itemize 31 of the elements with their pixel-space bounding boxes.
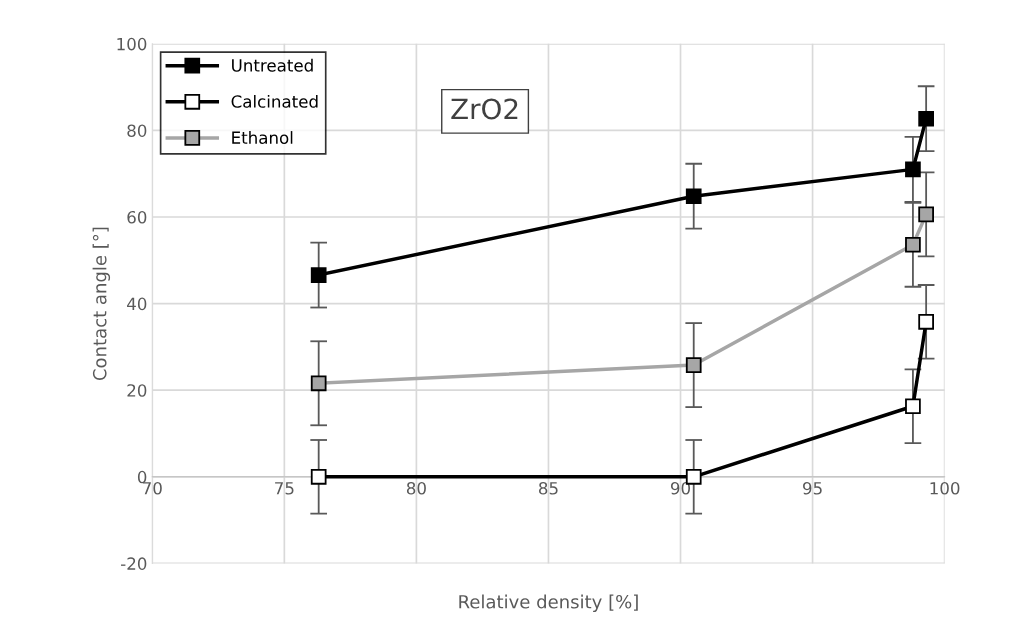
point	[685, 357, 702, 373]
y-tick-label: 80	[127, 124, 147, 137]
y-tick-label: 20	[127, 384, 147, 397]
point	[918, 206, 934, 223]
y-tick-label: -20	[121, 557, 147, 570]
x-tick-label: 85	[538, 481, 558, 495]
y-tick-label: 100	[117, 37, 147, 51]
x-tick-label: 90	[670, 481, 691, 495]
point	[310, 468, 327, 485]
y-tick-label: 0	[137, 470, 147, 484]
legend-label: Calcinated	[231, 94, 318, 108]
point	[310, 375, 327, 392]
point	[905, 161, 921, 178]
legend-label: Ethanol	[232, 131, 293, 144]
point	[918, 313, 934, 330]
x-tick-label: 75	[275, 482, 294, 495]
point	[905, 398, 921, 415]
x-tick-label: 100	[930, 481, 960, 495]
x-tick-label: 95	[803, 481, 822, 495]
point	[685, 188, 702, 205]
y-tick-label: 60	[127, 210, 147, 224]
point	[905, 236, 921, 253]
x-axis-title: Relative density [%]	[459, 594, 638, 613]
point	[310, 267, 327, 283]
x-tick-label: 70	[143, 481, 162, 495]
annotation: ZrO2	[451, 98, 518, 120]
y-tick-label: 40	[127, 297, 147, 311]
legend-label: Untreated	[232, 58, 313, 72]
y-axis-title: Contact angle [°]	[92, 227, 111, 381]
x-tick-label: 80	[406, 481, 426, 495]
point	[918, 110, 934, 127]
